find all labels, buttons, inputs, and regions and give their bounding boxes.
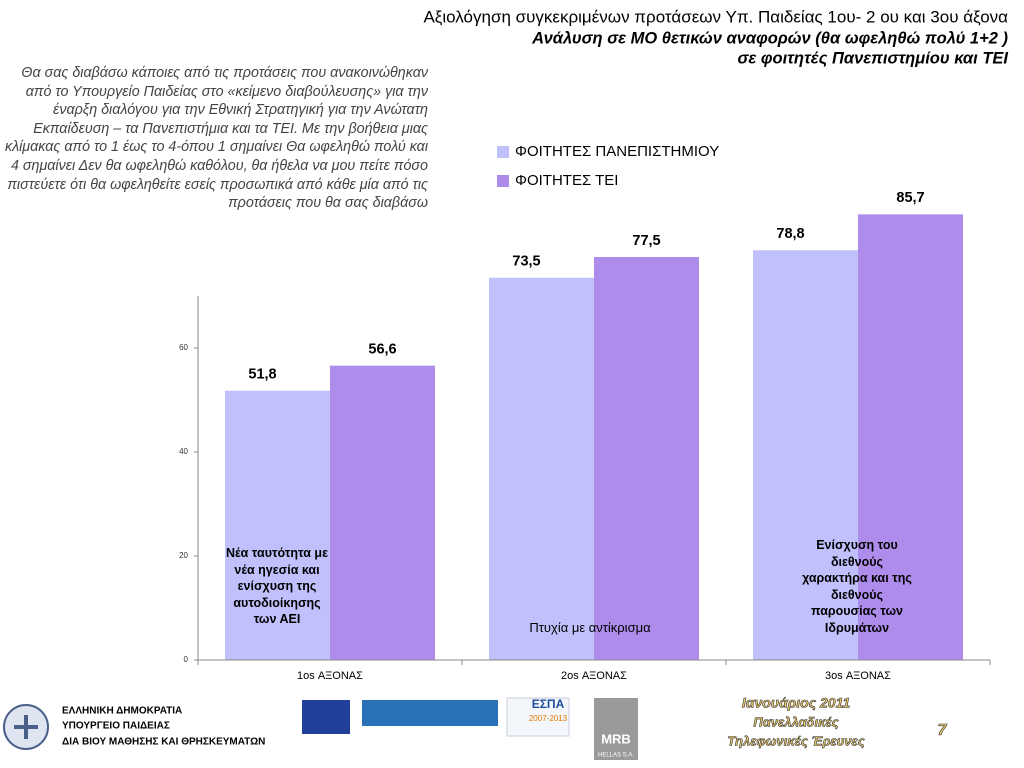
espa: ΕΣΠΑ: [532, 697, 565, 711]
subtitle: σε φοιτητές Πανεπιστημίου και ΤΕΙ: [737, 49, 1008, 67]
y-tick-label: 0: [184, 655, 189, 664]
annotation: Νέα ταυτότητα με νέα ηγεσία και ενίσχυση…: [225, 546, 329, 626]
value-label: 51,8: [248, 366, 276, 382]
value-label: 56,6: [368, 342, 396, 358]
emblem-cross: [14, 715, 38, 739]
date: Πανελλαδικές: [753, 714, 838, 729]
value-label: 78,8: [776, 226, 804, 242]
y-tick-label: 60: [179, 343, 188, 352]
annotation: Πτυχία με αντίκρισμα: [529, 620, 651, 635]
intro: Θα σας διαβάσω κάποιες από τις προτάσεις…: [4, 65, 428, 212]
ministry: ΥΠΟΥΡΓΕΙΟ ΠΑΙΔΕΙΑΣ: [62, 721, 170, 732]
mrb-sub: HELLAS S.A.: [598, 753, 634, 759]
title: Αξιολόγηση συγκεκριμένων προτάσεων Υπ. Π…: [423, 7, 1008, 26]
mrb-logo: [594, 698, 638, 760]
eu-logo: [302, 700, 350, 734]
value-label: 73,5: [512, 254, 540, 270]
bar: [330, 365, 435, 660]
y-tick-label: 40: [179, 447, 188, 456]
legend-label: ΦΟΙΤΗΤΕΣ ΤΕΙ: [515, 172, 618, 189]
page-number: 7: [938, 722, 948, 739]
espa-years: 2007-2013: [529, 714, 568, 723]
espa-logo: [506, 697, 570, 737]
y-tick-label: 20: [179, 551, 188, 560]
date: Ιανουάριος 2011: [742, 695, 850, 711]
bar: [594, 257, 699, 660]
ministry: ΕΛΛΗΝΙΚΗ ΔΗΜΟΚΡΑΤΙΑ: [62, 706, 182, 717]
annotation: Ενίσχυση του διεθνούς χαρακτήρα και της …: [802, 538, 912, 635]
mrb: MRB: [601, 731, 631, 746]
ministry: ΔΙΑ ΒΙΟΥ ΜΑΘΗΣΗΣ ΚΑΙ ΘΡΗΣΚΕΥΜΑΤΩΝ: [62, 737, 265, 748]
bar: [489, 277, 594, 660]
x-tick-label: 2os ΑΞΟΝΑΣ: [561, 670, 627, 682]
value-label: 77,5: [632, 233, 660, 249]
date: Τηλεφωνικές Έρευνες: [727, 733, 864, 748]
legend-swatch: [497, 146, 509, 158]
legend-label: ΦΟΙΤΗΤΕΣ ΠΑΝΕΠΙΣΤΗΜΙΟΥ: [515, 143, 719, 160]
value-label: 85,7: [896, 190, 924, 206]
bar: [225, 390, 330, 660]
program-logo: [362, 700, 498, 726]
x-tick-label: 3os ΑΞΟΝΑΣ: [825, 670, 891, 682]
bar: [753, 250, 858, 661]
x-tick-label: 1os ΑΞΟΝΑΣ: [297, 670, 363, 682]
subtitle: Ανάλυση σε ΜΟ θετικών αναφορών (θα ωφελη…: [531, 29, 1008, 47]
legend-swatch: [497, 175, 509, 187]
bar: [858, 214, 963, 661]
